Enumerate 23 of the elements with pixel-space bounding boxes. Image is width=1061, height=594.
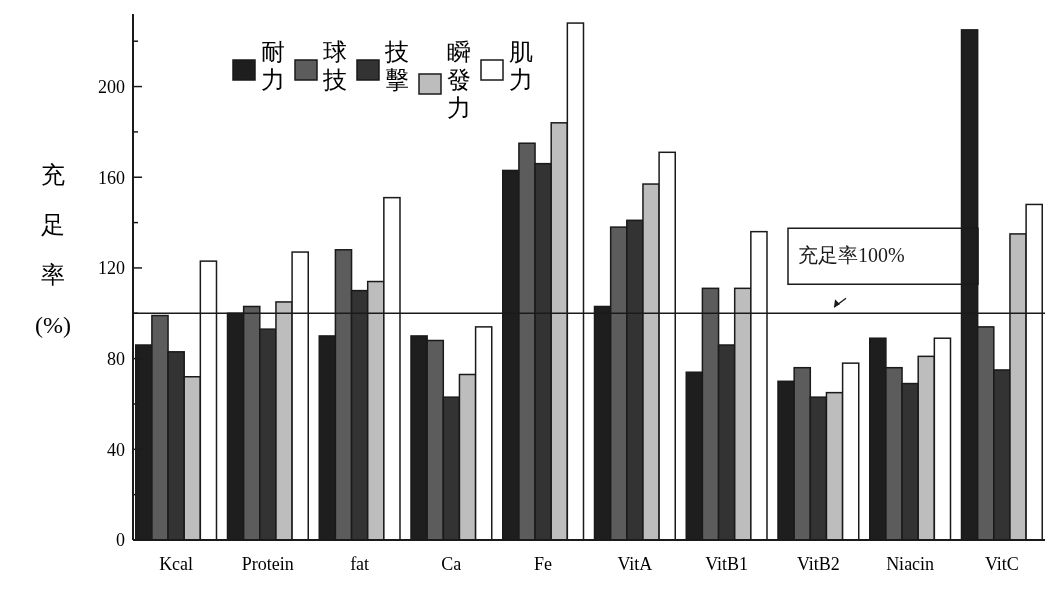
x-tick-label: VitC <box>984 554 1019 574</box>
legend-label: 瞬發力 <box>447 39 471 121</box>
x-tick-label: Niacin <box>886 554 935 574</box>
y-tick-label: 80 <box>107 348 125 369</box>
x-tick-label: VitA <box>617 554 653 574</box>
legend-label: 耐力 <box>261 39 285 93</box>
ref-line-label: 充足率100% <box>798 244 905 267</box>
y-tick-label: 120 <box>98 258 125 279</box>
legend-label: 技擊 <box>384 39 409 93</box>
y-axis-title: 充足率(%) <box>35 162 71 338</box>
x-tick-label: Kcal <box>159 554 194 574</box>
x-tick-label: VitB1 <box>705 554 749 574</box>
x-tick-label: Ca <box>441 554 462 574</box>
y-tick-label: 40 <box>107 439 125 460</box>
y-tick-label: 0 <box>116 530 125 551</box>
x-tick-label: Protein <box>241 554 294 574</box>
y-tick-label: 200 <box>98 76 125 97</box>
legend-label: 球技 <box>322 39 347 93</box>
legend-label: 肌力 <box>509 39 533 93</box>
x-tick-label: VitB2 <box>796 554 840 574</box>
x-tick-label: Fe <box>534 554 553 574</box>
y-tick-label: 160 <box>98 167 125 188</box>
x-tick-label: fat <box>350 554 370 574</box>
